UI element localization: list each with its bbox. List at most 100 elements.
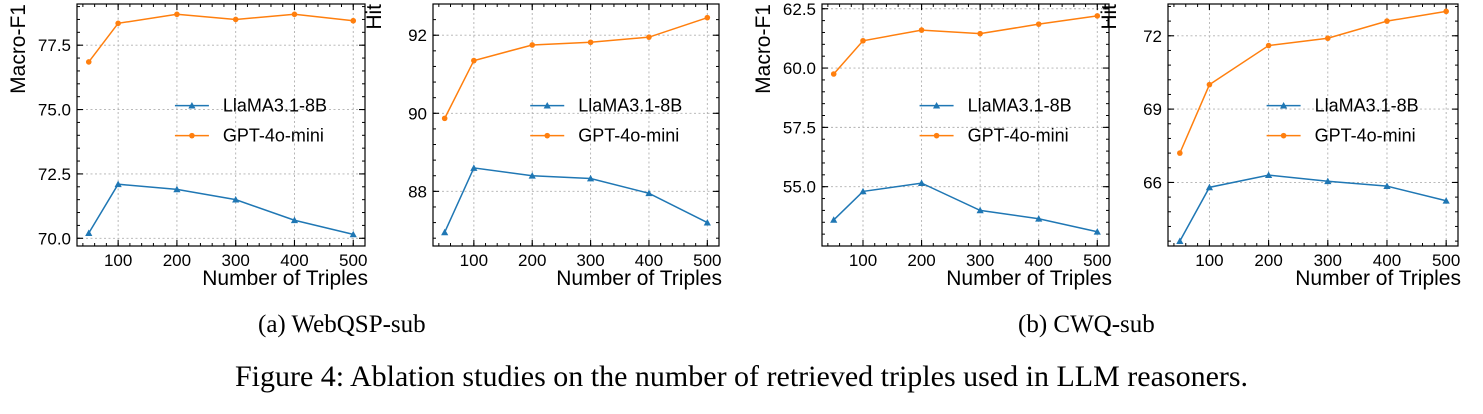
y-tick-label: 62.5 — [783, 0, 816, 19]
y-tick-label: 92 — [408, 26, 427, 45]
data-point-gpt — [1443, 8, 1449, 15]
data-point-llama — [1176, 237, 1184, 244]
data-point-gpt — [977, 30, 983, 37]
x-tick-label: 300 — [1314, 251, 1342, 270]
y-tick-label: 77.5 — [38, 36, 71, 55]
series-line-llama — [833, 182, 1098, 233]
data-point-llama — [470, 164, 478, 171]
data-point-llama — [976, 206, 984, 214]
data-point-llama — [1324, 177, 1332, 185]
x-tick-label: 500 — [693, 251, 721, 270]
data-point-gpt — [646, 34, 652, 40]
data-point-llama — [114, 180, 122, 188]
data-point-llama — [1383, 182, 1391, 189]
data-point-gpt — [860, 37, 866, 44]
x-tick-label: 300 — [966, 251, 994, 270]
data-point-gpt — [1384, 18, 1390, 24]
x-tick-label: 100 — [104, 251, 132, 270]
series-line-llama — [1179, 174, 1447, 242]
data-point-llama — [290, 216, 299, 224]
y-tick-label: 55.0 — [783, 178, 816, 197]
series-line-gpt — [88, 13, 354, 63]
data-point-llama — [1205, 183, 1214, 191]
legend-label-gpt: GPT-4o-mini — [578, 126, 679, 146]
series-line-gpt — [1179, 10, 1447, 154]
data-point-gpt — [704, 14, 711, 21]
x-tick-label: 100 — [849, 251, 877, 270]
data-point-llama — [173, 185, 181, 193]
data-point-llama — [441, 228, 449, 236]
y-axis-label: Hit — [363, 4, 386, 30]
data-point-gpt — [587, 39, 594, 46]
axes-frame — [432, 3, 720, 247]
data-point-llama — [1442, 197, 1450, 204]
data-point-gpt — [1035, 21, 1042, 27]
y-axis-label: Macro-F1 — [7, 4, 30, 94]
data-point-gpt — [471, 57, 477, 64]
x-axis-label: Number of Triples — [946, 267, 1112, 290]
y-tick-label: 57.5 — [783, 118, 816, 137]
legend-marker-llama — [543, 102, 551, 109]
data-point-gpt — [529, 42, 536, 48]
data-point-llama — [1093, 228, 1101, 235]
legend-marker-llama — [1280, 102, 1288, 109]
x-tick-label: 500 — [1432, 251, 1460, 270]
legend-label-llama: LlaMA3.1-8B — [578, 96, 682, 116]
x-tick-label: 500 — [339, 251, 367, 270]
y-axis-label: Macro-F1 — [752, 4, 775, 94]
axes-frame — [76, 3, 366, 247]
y-axis-label: Hit — [1098, 4, 1121, 30]
x-axis-label: Number of Triples — [202, 267, 368, 290]
figure-caption: Figure 4: Ablation studies on the number… — [234, 360, 1249, 393]
data-point-llama — [232, 196, 240, 203]
legend-label-llama: LlaMA3.1-8B — [1315, 96, 1419, 116]
data-point-gpt — [1206, 81, 1213, 88]
data-point-llama — [349, 230, 357, 238]
data-point-gpt — [232, 16, 239, 23]
series-line-gpt — [444, 16, 708, 119]
axes-frame — [1167, 3, 1459, 247]
legend-marker-gpt — [1280, 132, 1287, 139]
data-point-llama — [645, 189, 653, 197]
data-point-llama — [917, 179, 926, 187]
x-tick-label: 100 — [1195, 251, 1223, 270]
data-point-gpt — [174, 11, 180, 18]
x-tick-label: 400 — [1025, 251, 1053, 270]
y-tick-label: 88 — [408, 182, 427, 201]
x-tick-label: 200 — [163, 251, 191, 270]
series-line-llama — [88, 183, 354, 236]
legend-marker-llama — [188, 102, 196, 109]
legend-marker-gpt — [544, 132, 551, 139]
y-tick-label: 75.0 — [38, 101, 71, 120]
x-tick-label: 500 — [1083, 251, 1111, 270]
x-tick-label: 200 — [518, 251, 546, 270]
data-point-gpt — [918, 27, 925, 33]
y-tick-label: 72 — [1143, 27, 1162, 46]
legend-marker-gpt — [189, 132, 195, 139]
x-axis-label: Number of Triples — [556, 267, 722, 290]
legend-marker-llama — [932, 102, 941, 109]
legend-label-llama: LlaMA3.1-8B — [968, 96, 1072, 116]
y-tick-label: 60.0 — [783, 59, 816, 78]
legend-marker-gpt — [933, 132, 940, 139]
data-point-llama — [85, 229, 93, 237]
data-point-gpt — [1265, 42, 1272, 49]
x-tick-label: 100 — [460, 251, 488, 270]
x-tick-label: 300 — [222, 251, 250, 270]
x-tick-label: 300 — [576, 251, 604, 270]
legend-label-gpt: GPT-4o-mini — [223, 126, 324, 146]
data-point-llama — [830, 216, 838, 223]
series-line-llama — [443, 167, 708, 233]
data-point-gpt — [830, 71, 837, 77]
axes-frame — [821, 3, 1110, 247]
x-tick-label: 400 — [280, 251, 308, 270]
data-point-gpt — [1177, 150, 1183, 156]
y-tick-label: 72.5 — [38, 165, 71, 184]
y-tick-label: 90 — [408, 104, 427, 123]
legend-label-llama: LlaMA3.1-8B — [223, 96, 327, 116]
data-point-llama — [528, 172, 536, 179]
